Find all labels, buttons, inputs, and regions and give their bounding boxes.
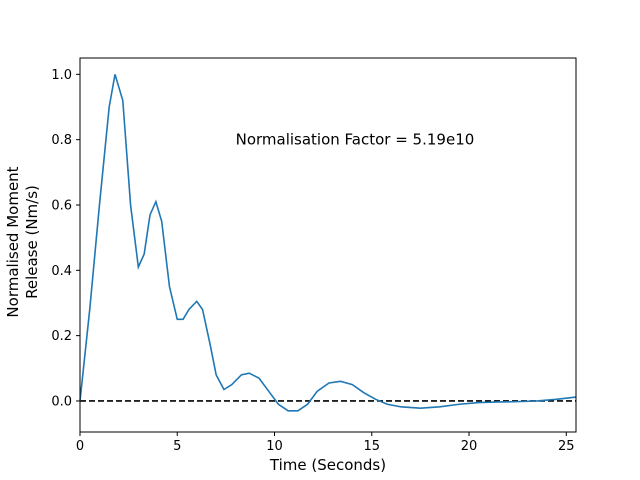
x-tick-label: 15: [363, 439, 380, 454]
x-tick-label: 10: [266, 439, 283, 454]
y-axis-label: Release (Nm/s): [23, 185, 41, 299]
x-tick-label: 25: [558, 439, 575, 454]
x-tick-label: 20: [461, 439, 478, 454]
y-tick-label: 0.6: [51, 198, 72, 213]
data-line: [79, 74, 577, 412]
x-tick-label: 0: [76, 439, 84, 454]
x-tick-label: 5: [173, 439, 181, 454]
y-tick-label: 0.8: [51, 133, 72, 148]
y-tick-label: 0.0: [51, 394, 72, 409]
y-tick-label: 1.0: [51, 68, 72, 83]
plot-frame: [79, 57, 577, 433]
annotation: Normalisation Factor = 5.19e10: [236, 131, 475, 149]
x-axis-label: Time (Seconds): [269, 456, 386, 474]
y-tick-label: 0.2: [51, 329, 72, 344]
y-tick-label: 0.4: [51, 264, 72, 279]
y-axis-label: Normalised Moment: [4, 166, 22, 317]
